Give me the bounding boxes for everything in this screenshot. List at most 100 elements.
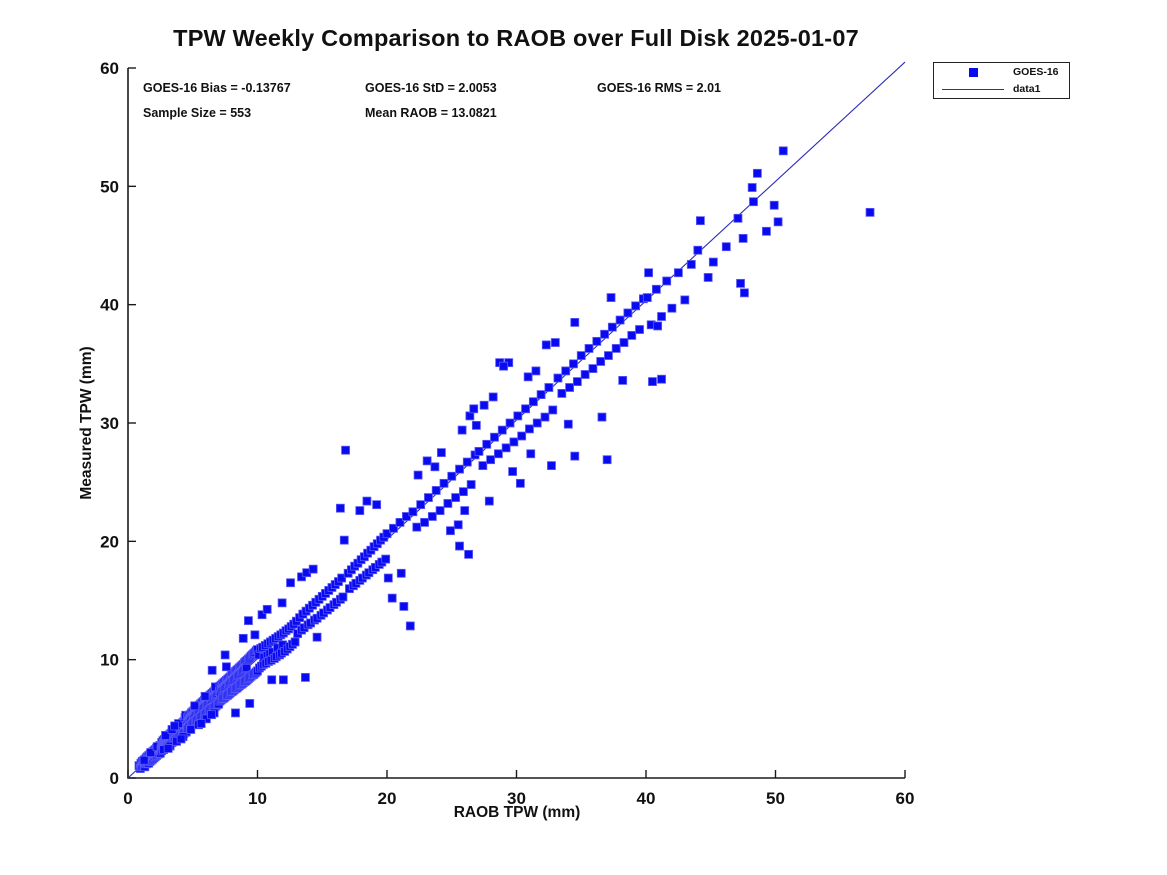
data-point	[222, 662, 231, 672]
data-point	[301, 673, 310, 682]
data-point	[466, 480, 476, 489]
data-point	[548, 405, 558, 415]
data-point	[752, 168, 762, 178]
data-point	[362, 496, 372, 506]
data-point	[412, 522, 422, 532]
data-point	[402, 512, 411, 521]
data-point	[667, 303, 677, 313]
data-point	[277, 598, 287, 608]
x-tick-label: 0	[123, 789, 132, 808]
data-point	[337, 573, 347, 583]
data-point	[597, 412, 607, 422]
data-point	[773, 217, 783, 227]
y-tick-label: 0	[110, 769, 119, 788]
data-point	[580, 370, 590, 379]
data-point	[531, 366, 541, 376]
data-point	[604, 351, 613, 360]
data-point	[161, 731, 170, 740]
data-point	[570, 451, 580, 461]
data-point	[600, 329, 609, 339]
data-point	[749, 197, 758, 207]
data-point	[497, 425, 507, 435]
data-point	[721, 242, 731, 252]
data-point	[747, 183, 757, 192]
data-point	[200, 691, 210, 701]
x-tick-label: 40	[637, 789, 656, 808]
data-point	[733, 213, 743, 223]
data-point	[387, 593, 397, 603]
data-point	[738, 234, 748, 243]
data-point	[642, 293, 652, 302]
data-point	[693, 245, 703, 255]
legend-entry-goes16: GOES-16	[934, 64, 1069, 81]
data-point	[443, 499, 453, 508]
data-point	[607, 322, 617, 332]
data-point	[570, 318, 580, 327]
data-point	[290, 637, 300, 647]
x-tick-label: 30	[507, 789, 526, 808]
data-point	[469, 404, 479, 414]
data-point	[424, 493, 433, 502]
data-point	[611, 344, 621, 353]
data-point	[602, 455, 612, 465]
data-point	[631, 301, 641, 311]
data-point	[435, 506, 445, 515]
data-point	[615, 315, 625, 325]
y-tick-label: 50	[100, 177, 119, 196]
data-point	[544, 383, 554, 392]
data-point	[517, 431, 527, 441]
data-point	[190, 701, 200, 711]
data-point	[474, 447, 484, 456]
stat-rms: GOES-16 RMS = 2.01	[597, 81, 722, 95]
y-tick-label: 20	[100, 532, 119, 551]
data-point	[563, 419, 573, 429]
data-point	[382, 529, 392, 539]
x-tick-label: 60	[896, 789, 915, 808]
data-point	[486, 455, 496, 465]
data-point	[464, 549, 473, 559]
data-point	[584, 344, 594, 353]
data-point	[170, 721, 180, 731]
data-point	[430, 462, 440, 472]
data-point	[515, 478, 525, 488]
data-point	[508, 467, 518, 476]
data-point	[484, 496, 494, 506]
data-point	[220, 650, 230, 660]
data-point	[540, 412, 550, 422]
data-point	[501, 443, 511, 453]
data-point	[446, 526, 455, 536]
data-point	[769, 200, 779, 210]
x-tick-label: 50	[766, 789, 785, 808]
data-point	[207, 665, 217, 675]
data-point	[619, 338, 629, 347]
data-point	[338, 592, 348, 602]
data-point	[471, 420, 481, 430]
data-point	[245, 699, 255, 708]
stat-mean-raob: Mean RAOB = 13.0821	[365, 106, 497, 120]
data-point	[335, 503, 345, 513]
data-point	[541, 340, 551, 350]
data-point	[372, 500, 382, 510]
data-point	[526, 449, 536, 459]
data-point	[569, 359, 578, 369]
y-tick-label: 10	[100, 651, 119, 670]
data-point	[651, 284, 661, 294]
data-point	[505, 418, 515, 428]
data-point	[596, 357, 606, 366]
x-axis-label: RAOB TPW (mm)	[453, 804, 581, 821]
data-point	[561, 366, 571, 376]
data-point	[536, 390, 546, 400]
legend-entry-data1: data1	[934, 81, 1069, 98]
legend-box: GOES-16 data1	[933, 62, 1070, 99]
data-point	[653, 321, 663, 331]
data-point	[673, 268, 683, 278]
data-point	[488, 392, 498, 402]
data-point	[703, 273, 713, 282]
data-point	[427, 512, 437, 521]
data-point	[627, 331, 637, 340]
data-point	[865, 207, 875, 217]
data-point	[462, 457, 472, 467]
data-point	[176, 734, 186, 744]
data-point	[606, 293, 616, 302]
data-point	[762, 226, 771, 236]
